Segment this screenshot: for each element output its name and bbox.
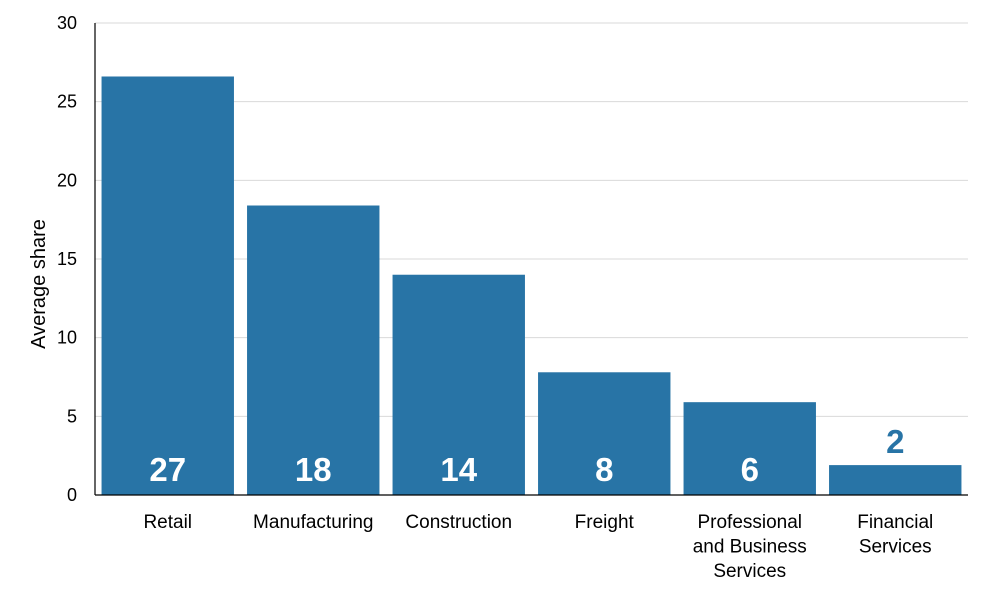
y-tick-label: 5: [67, 406, 77, 426]
bar: [247, 205, 380, 496]
data-labels: 27 18 14 8 6 2: [149, 423, 904, 488]
x-tick-label: Construction: [405, 512, 512, 533]
x-tick-label: Retail: [143, 512, 192, 533]
axes: [94, 23, 968, 496]
x-tick-label-line: Retail: [143, 512, 192, 533]
x-tick-label-line: Manufacturing: [253, 512, 373, 533]
bar: [101, 76, 234, 495]
x-tick-label-line: Services: [713, 561, 786, 582]
x-tick-label-line: Construction: [405, 512, 512, 533]
x-tick-labels: Retail Manufacturing Construction Freight Pr…: [143, 512, 933, 582]
y-axis-title: Average share: [28, 219, 50, 349]
y-tick-label: 15: [57, 249, 77, 269]
y-tick-label: 10: [57, 328, 77, 348]
bar-data-label: 18: [295, 451, 332, 488]
y-tick-label: 0: [67, 485, 77, 505]
x-tick-label-line: Professional: [697, 512, 802, 533]
bar: [392, 274, 525, 495]
x-tick-label: Manufacturing: [253, 512, 373, 533]
bar-data-label: 27: [149, 451, 186, 488]
bar: [683, 402, 816, 495]
bar-data-label: 2: [886, 423, 904, 460]
bar-data-label: 6: [741, 451, 759, 488]
x-tick-label-line: Financial: [857, 512, 933, 533]
gridlines: [95, 22, 968, 417]
bar: [538, 372, 671, 495]
x-tick-label-line: Services: [859, 537, 932, 558]
x-tick-label-line: Freight: [575, 512, 635, 533]
y-tick-label: 30: [57, 13, 77, 33]
y-tick-label: 25: [57, 92, 77, 112]
y-tick-labels: 0 5 10 15 20 25 30: [57, 13, 77, 505]
bar: [829, 465, 962, 495]
x-tick-label: Professional and Business Services: [693, 512, 807, 582]
x-tick-label: Freight: [575, 512, 635, 533]
y-tick-label: 20: [57, 170, 77, 190]
bar-data-label: 14: [440, 451, 477, 488]
x-tick-label-line: and Business: [693, 537, 807, 558]
bars: [101, 76, 962, 496]
bar-data-label: 8: [595, 451, 613, 488]
x-tick-label: Financial Services: [857, 512, 933, 558]
